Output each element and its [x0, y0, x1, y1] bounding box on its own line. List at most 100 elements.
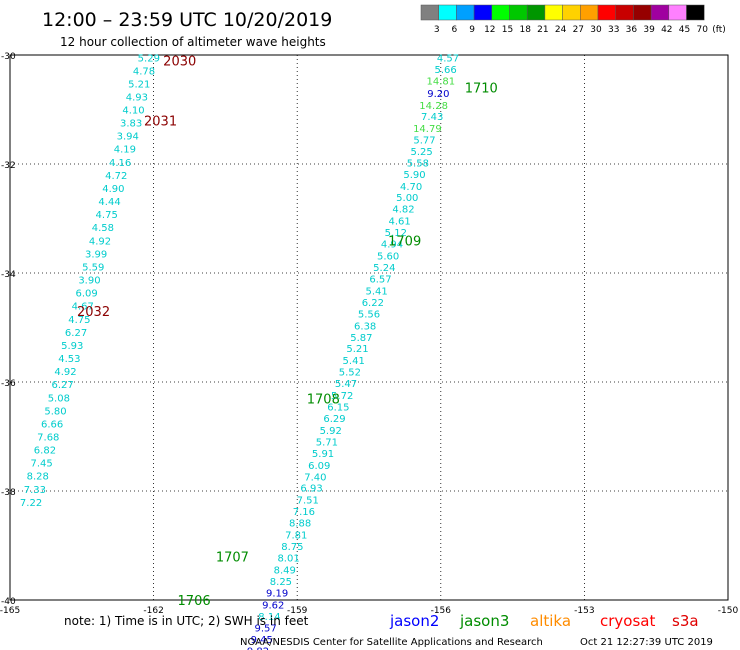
satellite-cryosat: cryosat	[600, 612, 655, 630]
wave-height-value: 8.49	[274, 565, 296, 576]
colorbar-swatch	[650, 4, 670, 21]
colorbar-swatch	[491, 4, 510, 21]
x-tick-label: -159	[287, 606, 308, 616]
wave-height-value: 5.29	[138, 54, 160, 65]
wave-height-value: 6.27	[65, 328, 87, 339]
chart-subtitle: 12 hour collection of altimeter wave hei…	[60, 35, 326, 49]
grid	[10, 55, 728, 600]
wave-height-value: 3.99	[85, 249, 107, 260]
wave-height-value: 4.67	[72, 302, 94, 313]
colorbar-label: 12	[484, 25, 495, 35]
wave-height-value: 6.93	[300, 484, 322, 495]
wave-height-value: 3.94	[117, 132, 139, 143]
footer-timestamp: Oct 21 12:27:39 UTC 2019	[580, 637, 713, 648]
satellite-s3a: s3a	[672, 612, 699, 630]
wave-height-value: 7.68	[37, 433, 59, 444]
y-tick-label: -32	[1, 161, 16, 171]
wave-height-value: 4.16	[109, 158, 131, 169]
wave-height-value: 5.80	[44, 406, 66, 417]
wave-height-value: 5.24	[373, 263, 395, 274]
satellite-jason2: jason2	[389, 612, 439, 630]
wave-height-value: 7.22	[20, 498, 42, 509]
pass-time-label: 1710	[465, 82, 498, 97]
wave-height-value: 4.75	[68, 315, 90, 326]
colorbar-swatch	[438, 4, 457, 21]
wave-height-value: 6.22	[362, 298, 384, 309]
colorbar-label: 18	[519, 25, 531, 35]
wave-height-value: 4.78	[133, 66, 155, 77]
chart-title: 12:00 – 23:59 UTC 10/20/2019	[42, 9, 332, 31]
wave-height-value: 4.57	[437, 54, 459, 65]
wave-height-value: 4.72	[105, 171, 127, 182]
colorbar-label: 3	[434, 25, 440, 35]
wave-height-value: 4.44	[98, 197, 120, 208]
wave-height-value: 8.75	[281, 542, 303, 553]
wave-height-value: 4.82	[392, 205, 414, 216]
colorbar-unit: (ft)	[712, 25, 726, 35]
wave-height-value: 5.59	[82, 262, 104, 273]
colorbar-swatch	[633, 4, 652, 21]
colorbar-swatch	[686, 4, 705, 21]
footer-note: note: 1) Time is in UTC; 2) SWH is in fe…	[64, 614, 309, 628]
plot-frame	[9, 54, 729, 601]
wave-height-value: 4.58	[92, 223, 114, 234]
wave-height-value: 5.93	[61, 341, 83, 352]
footer-credit: NOAA/NESDIS Center for Satellite Applica…	[240, 637, 543, 648]
wave-height-value: 4.75	[96, 210, 118, 221]
colorbar-swatch	[668, 4, 687, 21]
wave-height-value: 5.41	[343, 356, 365, 367]
wave-height-value: 6.15	[327, 403, 349, 414]
wave-height-value: 4.93	[126, 92, 148, 103]
wave-height-value: 5.21	[128, 79, 150, 90]
wave-height-value: 3.83	[120, 119, 142, 130]
colorbar-label: 30	[590, 25, 602, 35]
wave-height-value: 9.45	[251, 635, 273, 646]
wave-height-value: 8.01	[277, 553, 299, 564]
wave-height-value: 14.79	[413, 124, 442, 135]
wave-height-value: 5.12	[385, 228, 407, 239]
wave-height-value: 7.51	[297, 496, 319, 507]
wave-height-value: 6.66	[41, 419, 63, 430]
wave-height-value: 6.29	[323, 414, 345, 425]
wave-height-value: 9.20	[427, 89, 449, 100]
pass-time-label: 1709	[388, 234, 421, 249]
pass-time-label: 2031	[144, 114, 177, 129]
wave-height-value: 4.92	[54, 367, 76, 378]
satellite-legend: jason2 jason3 altika cryosat s3a	[389, 612, 699, 630]
wave-height-value: 5.00	[396, 193, 418, 204]
wave-height-value: 8.28	[27, 472, 49, 483]
wave-height-value: 6.57	[369, 274, 391, 285]
y-tick-label: -30	[1, 52, 16, 62]
wave-height-value: 7.16	[293, 507, 315, 518]
wave-height-value: 5.41	[366, 286, 388, 297]
pass-time-label: 1707	[216, 550, 249, 565]
wave-height-value: 5.25	[411, 147, 433, 158]
wave-height-value: 5.52	[339, 368, 361, 379]
wave-height-value: 7.33	[24, 485, 46, 496]
wave-height-value: 7.81	[285, 531, 307, 542]
colorbar-label: 27	[573, 25, 584, 35]
colorbar-swatch	[526, 4, 546, 21]
x-tick-label: -156	[431, 606, 452, 616]
wave-height-value: 4.19	[114, 145, 136, 156]
pass-time-label: 1708	[307, 392, 340, 407]
wave-height-value: 5.21	[346, 344, 368, 355]
wave-height-value: 4.10	[122, 106, 144, 117]
wave-height-value: 5.08	[48, 393, 70, 404]
wave-height-value: 7.45	[30, 459, 52, 470]
wave-height-value: 6.09	[308, 461, 330, 472]
wave-height-value: 4.61	[389, 217, 411, 228]
pass-time-label: 1706	[178, 594, 211, 609]
wave-height-value: 5.91	[312, 449, 334, 460]
wave-height-value: 6.27	[52, 380, 74, 391]
colorbar-swatch	[544, 4, 563, 21]
x-tick-label: -162	[143, 606, 163, 616]
wave-height-value: 9.62	[262, 600, 284, 611]
wave-height-value: 9.82	[247, 647, 269, 650]
wave-height-value: 3.90	[78, 276, 100, 287]
wave-height-value: 14.81	[426, 77, 455, 88]
wave-height-value: 9.19	[266, 588, 288, 599]
wave-height-value: 14.28	[419, 101, 448, 112]
y-tick-label: -38	[1, 488, 16, 498]
